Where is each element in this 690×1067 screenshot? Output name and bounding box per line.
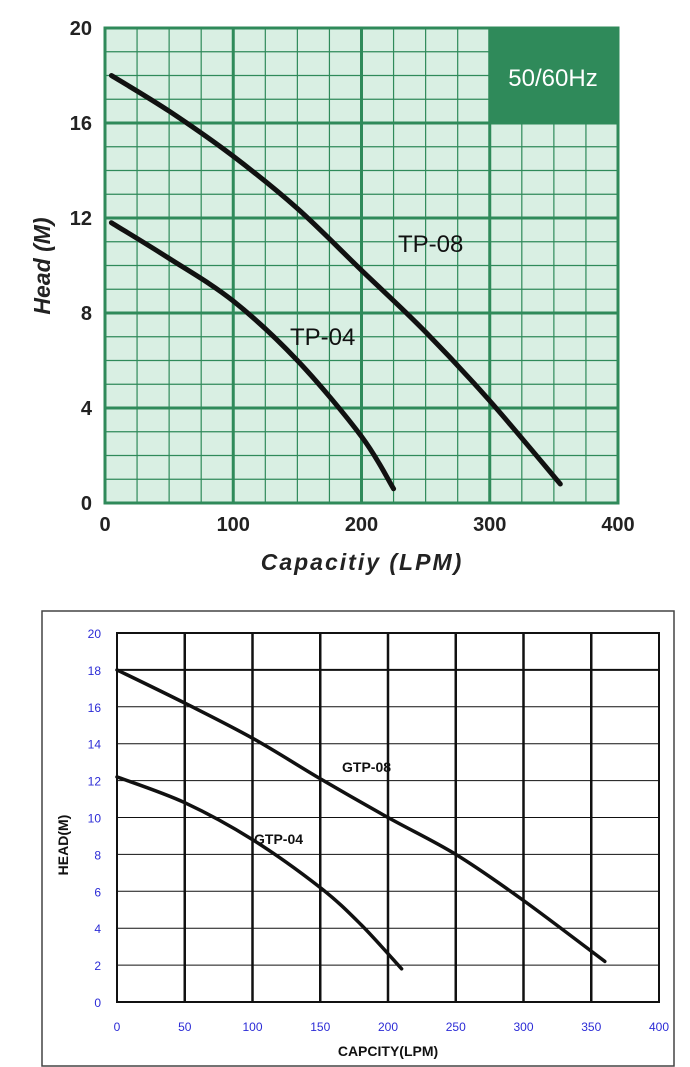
y-tick-label: 20	[88, 627, 102, 641]
series-line-tp-04	[108, 220, 397, 492]
x-tick-label: 0	[99, 514, 110, 536]
chart-1: 50/60Hz 0 4 8 12 16 20 0 100 200 300 400 TP-08 TP…	[29, 18, 635, 575]
y-tick-label: 20	[70, 18, 92, 40]
chart-1-curves	[108, 73, 563, 492]
series-line-gtp-04	[115, 775, 404, 971]
chart-2-x-axis-label: CAPCITY(LPM)	[338, 1043, 438, 1059]
chart-2: 0 2 4 6 8 10 12 14 16 18 20 0 50 100 150 200 250 300 350 4…	[41, 610, 675, 1067]
y-tick-label: 2	[94, 959, 101, 973]
x-tick-label: 200	[345, 514, 378, 536]
chart-2-y-tick-labels: 0 2 4 6 8 10 12 14 16 18 20	[88, 627, 102, 1010]
x-tick-label: 0	[114, 1020, 121, 1034]
x-tick-label: 100	[217, 514, 250, 536]
chart-1-x-axis-label: Capacitiy (LPM)	[261, 549, 464, 575]
y-tick-label: 10	[88, 812, 102, 826]
chart-1-badge	[489, 28, 618, 124]
y-tick-label: 6	[94, 885, 101, 899]
chart-1-x-tick-labels: 0 100 200 300 400	[99, 514, 634, 536]
y-tick-label: 0	[94, 996, 101, 1010]
x-tick-label: 350	[581, 1020, 601, 1034]
chart-2-y-axis-label: HEAD(M)	[55, 815, 71, 876]
series-line-gtp-08	[115, 668, 607, 964]
y-tick-label: 4	[94, 922, 101, 936]
chart-2-frame	[41, 610, 675, 1067]
chart-1-plot-border	[103, 26, 620, 505]
x-tick-label: 300	[473, 514, 506, 536]
chart-1-badge-text: 50/60Hz	[508, 65, 597, 92]
x-tick-label: 250	[446, 1020, 466, 1034]
chart-1-series-label-tp04: TP-04	[290, 324, 355, 351]
x-tick-label: 50	[178, 1020, 192, 1034]
x-tick-label: 400	[601, 514, 634, 536]
chart-1-y-axis-label: Head (M)	[29, 217, 55, 314]
y-tick-label: 4	[81, 398, 93, 420]
x-tick-label: 300	[513, 1020, 533, 1034]
x-tick-label: 400	[649, 1020, 669, 1034]
x-tick-label: 200	[378, 1020, 398, 1034]
y-tick-label: 18	[88, 664, 102, 678]
x-tick-label: 100	[242, 1020, 262, 1034]
series-line-tp-08	[108, 73, 563, 487]
y-tick-label: 8	[94, 848, 101, 862]
chart-2-series-label-gtp04: GTP-04	[254, 831, 303, 847]
chart-2-plot-border	[116, 632, 660, 1003]
chart-2-curves	[115, 668, 607, 971]
y-tick-label: 12	[70, 208, 92, 230]
x-tick-label: 150	[310, 1020, 330, 1034]
y-tick-label: 8	[81, 303, 92, 325]
chart-1-series-label-tp08: TP-08	[398, 231, 463, 258]
y-tick-label: 16	[88, 701, 102, 715]
chart-1-y-tick-labels: 0 4 8 12 16 20	[70, 18, 93, 515]
chart-2-series-label-gtp08: GTP-08	[342, 759, 391, 775]
y-tick-label: 12	[88, 775, 102, 789]
y-tick-label: 14	[88, 738, 102, 752]
y-tick-label: 0	[81, 493, 92, 515]
chart-2-x-tick-labels: 0 50 100 150 200 250 300 350 400	[114, 1020, 670, 1034]
y-tick-label: 16	[70, 113, 92, 135]
